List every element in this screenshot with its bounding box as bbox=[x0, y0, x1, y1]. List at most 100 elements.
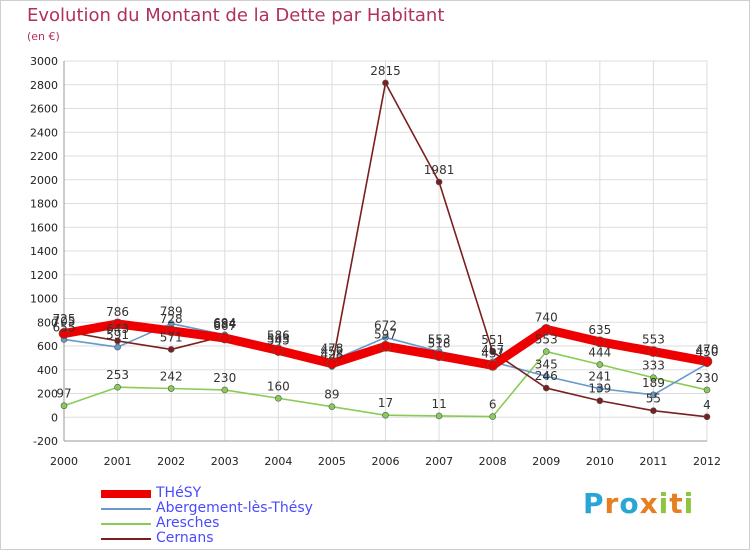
data-point bbox=[167, 346, 175, 353]
data-point bbox=[648, 346, 659, 357]
data-point bbox=[542, 384, 550, 392]
data-label: 6 bbox=[489, 398, 497, 412]
y-tick-label: 2400 bbox=[30, 126, 58, 139]
data-point bbox=[58, 328, 70, 339]
data-label: 189 bbox=[642, 376, 665, 390]
y-tick-label: 2000 bbox=[30, 174, 58, 187]
x-tick-label: 2011 bbox=[639, 455, 667, 468]
y-tick-label: 1000 bbox=[30, 293, 58, 306]
data-label: 11 bbox=[431, 397, 446, 411]
data-label: 230 bbox=[696, 371, 719, 385]
data-label: 789 bbox=[160, 305, 183, 319]
legend-swatch bbox=[101, 523, 151, 525]
data-point bbox=[60, 402, 68, 410]
data-label: 553 bbox=[428, 333, 451, 347]
data-point bbox=[273, 345, 284, 356]
data-point bbox=[275, 394, 282, 402]
legend-swatch bbox=[101, 490, 151, 498]
legend-label: THéSY bbox=[156, 485, 202, 501]
data-point bbox=[596, 397, 604, 405]
data-label: 545 bbox=[267, 334, 290, 348]
legend-label: Cernans bbox=[156, 530, 214, 546]
data-label: 333 bbox=[642, 359, 665, 373]
data-label: 728 bbox=[160, 312, 183, 326]
data-label: 694 bbox=[213, 316, 236, 330]
chart-subtitle: (en €) bbox=[27, 30, 60, 43]
data-label: 478 bbox=[320, 341, 343, 355]
data-label: 643 bbox=[106, 322, 129, 336]
y-tick-label: 2200 bbox=[30, 150, 58, 163]
data-label: 2815 bbox=[370, 64, 401, 78]
y-tick-label: 2800 bbox=[30, 79, 58, 92]
y-tick-label: 1200 bbox=[30, 269, 58, 282]
legend-swatch bbox=[101, 538, 151, 540]
data-point bbox=[112, 318, 123, 330]
data-label: 672 bbox=[374, 318, 397, 332]
x-tick-label: 2008 bbox=[479, 455, 507, 468]
data-point bbox=[594, 336, 606, 348]
data-point bbox=[167, 385, 175, 392]
logo-letter: i bbox=[683, 487, 695, 520]
y-tick-label: 400 bbox=[37, 364, 58, 377]
data-point bbox=[114, 337, 121, 345]
data-label: 467 bbox=[481, 343, 504, 357]
data-label: 786 bbox=[106, 305, 129, 319]
data-label: 518 bbox=[428, 337, 451, 351]
data-point bbox=[650, 374, 657, 382]
data-label: 4 bbox=[703, 398, 711, 412]
data-point bbox=[542, 348, 550, 355]
legend-label: Aresches bbox=[156, 515, 220, 531]
data-point bbox=[382, 411, 389, 419]
y-tick-label: 600 bbox=[37, 340, 58, 353]
data-label: 553 bbox=[535, 333, 558, 347]
data-label: 553 bbox=[642, 333, 665, 347]
data-point bbox=[701, 356, 713, 367]
logo-letter: r bbox=[604, 487, 620, 520]
data-label: 470 bbox=[696, 342, 719, 356]
data-point bbox=[435, 178, 443, 186]
data-label: 684 bbox=[213, 317, 236, 331]
x-tick-label: 2009 bbox=[532, 455, 560, 468]
data-point bbox=[219, 332, 231, 344]
data-point bbox=[596, 361, 604, 368]
data-label: 428 bbox=[320, 347, 343, 361]
data-label: 563 bbox=[267, 331, 290, 345]
x-tick-label: 2012 bbox=[693, 455, 721, 468]
logo-letter: x bbox=[639, 487, 659, 520]
logo-letter: o bbox=[619, 487, 640, 520]
data-label: 452 bbox=[320, 345, 343, 359]
legend-swatch bbox=[101, 508, 151, 510]
data-point bbox=[703, 413, 711, 421]
x-tick-label: 2010 bbox=[586, 455, 614, 468]
data-label: 242 bbox=[160, 370, 183, 384]
data-point bbox=[703, 386, 711, 394]
y-tick-label: 0 bbox=[51, 411, 58, 424]
data-label: 444 bbox=[588, 346, 611, 360]
logo-letter: P bbox=[583, 487, 605, 520]
data-label: 597 bbox=[374, 327, 397, 341]
data-point bbox=[489, 413, 496, 420]
data-point bbox=[221, 386, 229, 394]
data-point bbox=[542, 372, 550, 380]
data-label: 160 bbox=[267, 379, 290, 393]
data-label: 725 bbox=[53, 312, 76, 326]
x-tick-label: 2003 bbox=[211, 455, 239, 468]
y-tick-label: 1400 bbox=[30, 245, 58, 258]
data-point bbox=[382, 334, 389, 341]
data-label: 667 bbox=[213, 319, 236, 333]
data-point bbox=[114, 343, 121, 351]
data-label: 591 bbox=[106, 328, 129, 342]
data-point bbox=[489, 348, 496, 356]
data-point bbox=[382, 79, 389, 87]
x-tick-label: 2004 bbox=[264, 455, 292, 468]
logo-letter: i bbox=[658, 487, 670, 520]
y-tick-label: 200 bbox=[37, 388, 58, 401]
data-point bbox=[650, 407, 657, 415]
data-label: 230 bbox=[213, 371, 236, 385]
y-tick-label: 1800 bbox=[30, 198, 58, 211]
y-tick-label: -200 bbox=[33, 435, 58, 448]
data-label: 450 bbox=[696, 345, 719, 359]
data-label: 345 bbox=[535, 357, 558, 371]
data-point bbox=[380, 341, 391, 352]
